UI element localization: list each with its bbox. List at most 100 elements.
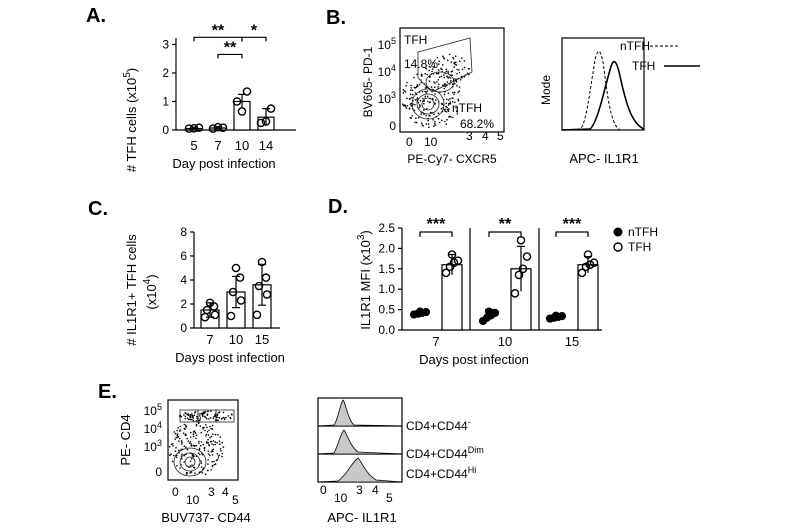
flow-e-event (221, 452, 224, 455)
flow-e-event (212, 433, 214, 436)
flow-b-event (410, 89, 412, 91)
flow-e-event (208, 429, 210, 432)
flow-e-event (213, 415, 215, 418)
panel-b: BV605- PD-1 PE-Cy7- CXCR5 0 103 104 105 … (361, 27, 505, 166)
flow-e-event (206, 426, 208, 429)
flow-e-event (210, 469, 212, 471)
flow-b-event (444, 85, 447, 88)
flow-e-event (221, 417, 223, 420)
flow-e-event (220, 449, 222, 452)
chart-c-ylabel2: (x104) (142, 274, 159, 309)
flow-b-event (420, 74, 423, 76)
flow-e-event (194, 431, 197, 434)
flow-b-event (433, 113, 435, 115)
flow-e-event (181, 453, 183, 456)
flow-b-event (458, 86, 461, 88)
flow-b-event (432, 118, 434, 121)
flow-b-event (416, 85, 419, 87)
flow-b-event (447, 59, 449, 62)
flow-b-contour-3 (421, 97, 435, 111)
flow-e-event (187, 418, 190, 421)
flow-b-event (418, 106, 421, 109)
flow-e-event (199, 444, 202, 447)
chart-c-point (235, 273, 245, 282)
flow-b-event (460, 57, 463, 59)
flow-e-event (197, 452, 200, 454)
flow-b-event (420, 81, 423, 84)
flow-e-xtick-3: 3 (208, 485, 215, 499)
flow-b-event (458, 71, 461, 74)
flow-b-event (445, 123, 448, 125)
flow-b-xtick-5: 5 (497, 129, 504, 143)
flow-b-event (463, 60, 466, 62)
flow-b-event (442, 55, 444, 58)
chart-c-point (210, 310, 220, 320)
flow-b-event (425, 123, 428, 125)
flow-b-event (422, 97, 424, 100)
flow-b-gate2-label: nTFH (452, 101, 482, 115)
chart-c-point (205, 298, 215, 308)
chart-a-point (213, 122, 223, 132)
flow-e-event (183, 427, 186, 430)
flow-e-event (199, 415, 201, 417)
chart-c-xtick: 10 (229, 332, 243, 347)
chart-c-point (257, 257, 267, 267)
flow-e-event (217, 457, 220, 459)
flow-e-event (178, 440, 180, 442)
flow-b-event (410, 102, 412, 105)
hist-b-frame (561, 37, 645, 131)
hist-b-xlabel: APC- IL1R1 (569, 151, 638, 166)
flow-e-event (181, 458, 183, 460)
flow-e-event (178, 430, 181, 432)
flow-b-event (402, 104, 405, 107)
flow-e-event (195, 425, 198, 427)
flow-e-xtick-0: 0 (172, 485, 179, 499)
flow-b-event (433, 125, 435, 127)
flow-e-event (210, 440, 213, 443)
flow-e-event (214, 443, 216, 446)
flow-b-event (406, 81, 408, 84)
flow-e-event (174, 450, 177, 453)
flow-e-ytick-0: 0 (155, 465, 162, 479)
flow-e-event (194, 472, 196, 475)
chart-d-point-tfh (514, 270, 524, 280)
flow-b-event (447, 70, 449, 73)
flow-b-event (431, 68, 434, 70)
chart-d-ytick: 0.0 (378, 323, 395, 337)
flow-b-event (417, 116, 420, 119)
flow-e-event (219, 436, 222, 439)
flow-e-event (211, 443, 213, 445)
flow-e-event (216, 442, 218, 444)
flow-b-event (405, 107, 408, 110)
flow-e-ylabel: PE- CD4 (118, 414, 133, 465)
flow-e-event (195, 423, 198, 426)
chart-a-point (261, 117, 271, 126)
chart-d-point-tfh (518, 264, 528, 274)
flow-b-event (424, 73, 427, 75)
flow-b-event (416, 73, 418, 76)
flow-e-event (211, 464, 214, 467)
flow-b-event (410, 117, 413, 119)
flow-b-event (428, 101, 431, 104)
flow-e-event (211, 449, 213, 452)
chart-c: # IL1R1+ TFH cells (x104) Days post infe… (124, 225, 285, 365)
flow-e-event (171, 442, 174, 445)
flow-e-event (231, 413, 233, 416)
flow-b-event (424, 95, 427, 98)
flow-e-event (200, 460, 202, 462)
flow-e-event (202, 443, 205, 446)
flow-e-event (202, 415, 204, 418)
flow-e-event (185, 473, 188, 475)
flow-e-event (181, 441, 183, 444)
flow-b-event (413, 76, 415, 79)
flow-e-event (190, 445, 193, 447)
flow-e-event (189, 416, 192, 419)
hist-e-xtick-0: 0 (320, 483, 327, 497)
flow-e-event (200, 466, 203, 468)
chart-a-xtick: 5 (190, 138, 197, 153)
flow-e-contour-1 (173, 447, 207, 477)
flow-b-event (456, 73, 458, 75)
chart-c-point (202, 305, 212, 315)
flow-b-event (456, 113, 459, 115)
flow-b-event (451, 116, 454, 119)
